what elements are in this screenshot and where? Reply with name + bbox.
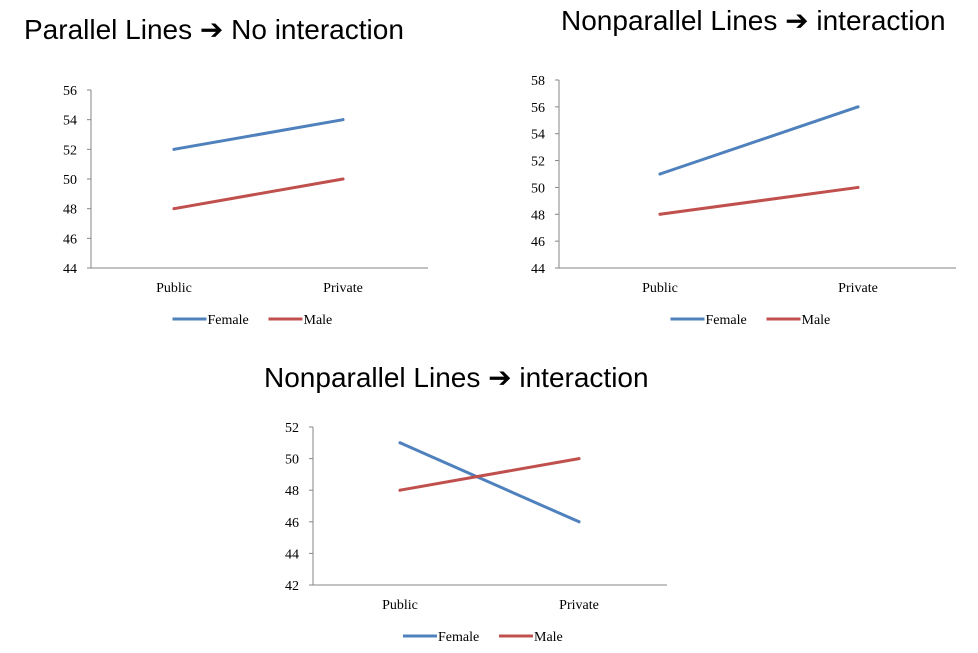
heading-text: interaction	[816, 5, 946, 36]
data-point-male	[398, 488, 402, 492]
x-tick-label: Public	[642, 281, 678, 296]
heading-text: Nonparallel Lines	[264, 362, 481, 393]
y-tick-label: 58	[531, 74, 545, 89]
y-tick-label: 48	[285, 484, 299, 499]
y-tick-label: 50	[63, 173, 77, 188]
y-tick-label: 56	[63, 84, 77, 99]
legend-label-male: Male	[534, 630, 563, 645]
y-tick-label: 48	[63, 203, 77, 218]
series-line-male	[398, 457, 581, 492]
legend-label-male: Male	[802, 313, 831, 328]
y-tick-label: 54	[63, 114, 77, 129]
series-line-male	[658, 185, 860, 216]
y-tick-label: 42	[285, 579, 299, 594]
legend-label-female: Female	[208, 313, 249, 328]
series-line-male	[172, 177, 345, 211]
heading-text: Parallel Lines	[24, 14, 193, 45]
x-tick-label: Private	[559, 598, 599, 613]
y-tick-label: 46	[531, 235, 545, 250]
arrow-icon: ➔	[199, 14, 224, 45]
data-point-female	[658, 172, 662, 176]
data-point-male	[856, 185, 860, 189]
y-tick-label: 48	[531, 208, 545, 223]
data-point-female	[577, 520, 581, 524]
y-tick-label: 52	[285, 421, 299, 436]
y-tick-label: 46	[63, 232, 77, 247]
heading-text: interaction	[519, 362, 649, 393]
y-tick-label: 54	[531, 128, 545, 143]
chart-3-heading: Nonparallel Lines ➔ interaction	[264, 361, 649, 394]
chart-1-heading: Parallel Lines ➔ No interaction	[24, 13, 404, 46]
heading-text: Nonparallel Lines	[561, 5, 778, 36]
data-point-female	[172, 147, 176, 151]
data-point-male	[341, 177, 345, 181]
x-tick-label: Public	[156, 281, 192, 296]
chart-2-heading: Nonparallel Lines ➔ interaction	[561, 4, 946, 37]
series-line-female	[658, 105, 860, 176]
arrow-icon: ➔	[785, 5, 809, 36]
heading-text: No interaction	[231, 14, 404, 45]
y-tick-label: 44	[63, 262, 77, 277]
x-tick-label: Public	[382, 598, 418, 613]
series-line-female	[172, 118, 345, 151]
series-line-female	[398, 441, 581, 524]
y-tick-label: 52	[63, 143, 77, 158]
legend-label-male: Male	[304, 313, 333, 328]
x-tick-label: Private	[838, 281, 878, 296]
legend-label-female: Female	[438, 630, 479, 645]
y-tick-label: 44	[285, 547, 299, 562]
data-point-female	[398, 441, 402, 445]
y-tick-label: 50	[531, 181, 545, 196]
y-tick-label: 52	[531, 155, 545, 170]
data-point-male	[658, 212, 662, 216]
data-point-male	[172, 207, 176, 211]
arrow-icon: ➔	[488, 362, 512, 393]
data-point-female	[341, 118, 345, 122]
y-tick-label: 50	[285, 453, 299, 468]
y-tick-label: 44	[531, 262, 545, 277]
y-tick-label: 56	[531, 101, 545, 116]
data-point-male	[577, 457, 581, 461]
x-tick-label: Private	[323, 281, 363, 296]
y-tick-label: 46	[285, 516, 299, 531]
data-point-female	[856, 105, 860, 109]
legend-label-female: Female	[706, 313, 747, 328]
